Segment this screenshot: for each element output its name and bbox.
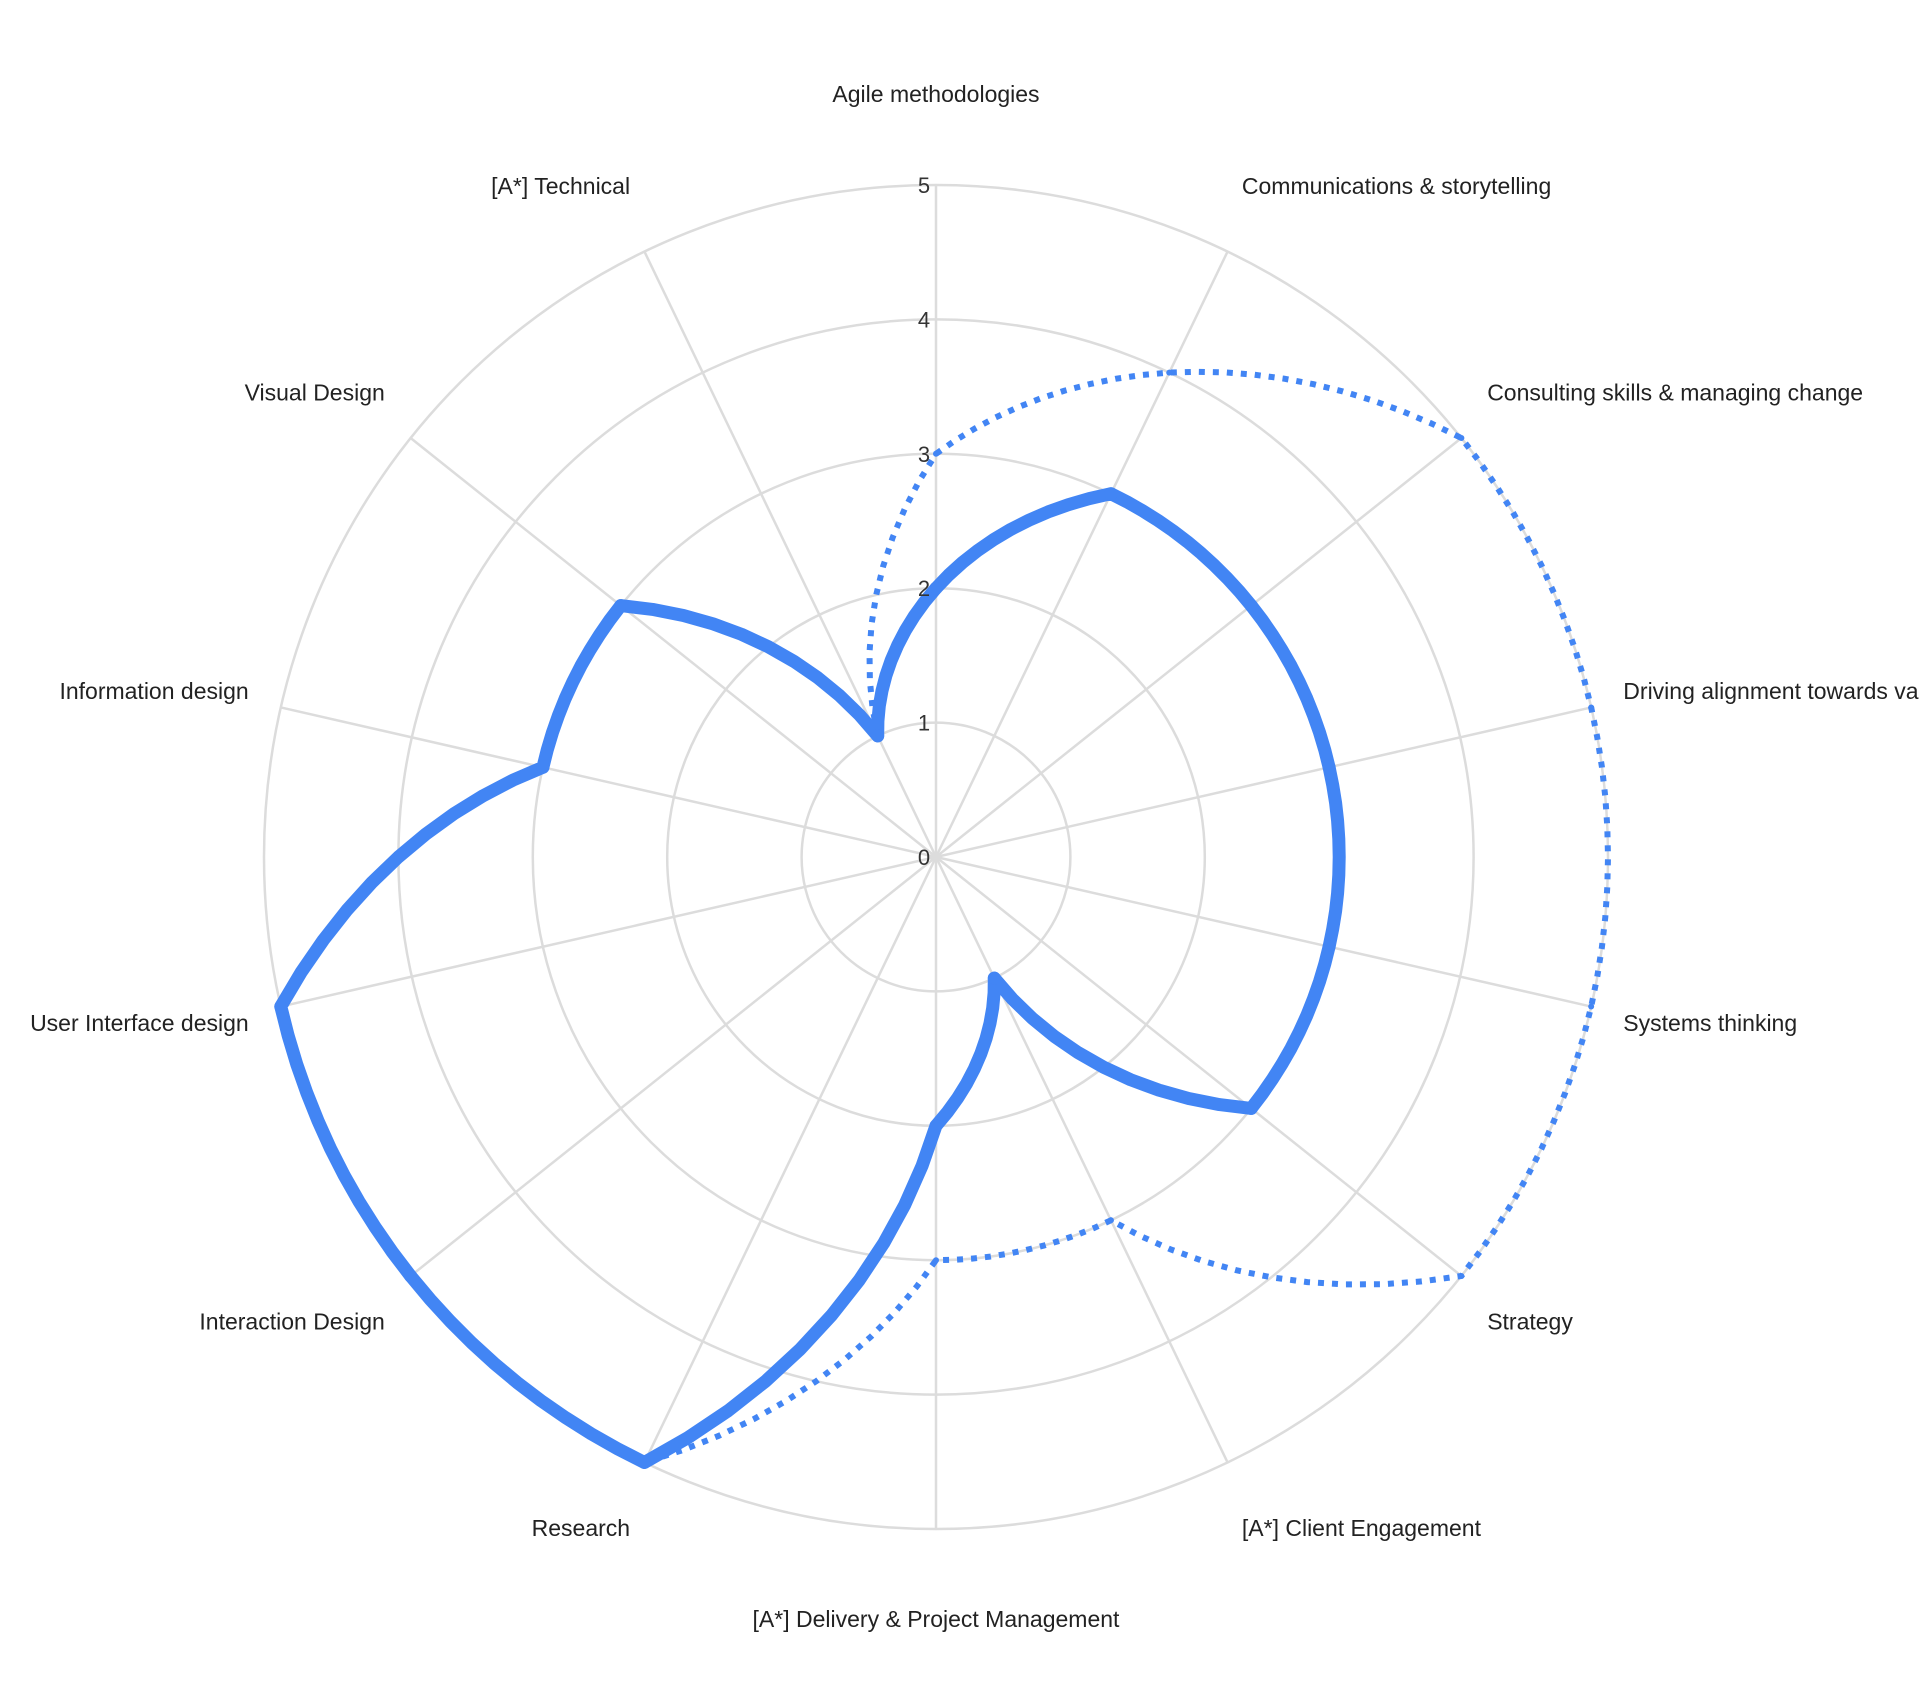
tick-label-4: 4 (918, 307, 930, 332)
axis-labels: Agile methodologies Communications & stor… (30, 81, 1920, 1632)
axis-label-6: [A*] Client Engagement (1242, 1515, 1482, 1541)
series-solid-point-5 (1244, 1101, 1258, 1115)
axis-label-1: Communications & storytelling (1242, 173, 1551, 199)
grid-spoke-9 (409, 856, 937, 1277)
series-solid-point-9 (404, 1269, 418, 1283)
series-solid-point-0 (929, 581, 943, 595)
grid-spoke-10 (280, 855, 937, 1008)
grid-spoke-2 (935, 437, 1463, 858)
axis-label-13: [A*] Technical (491, 173, 630, 199)
grid-spoke-11 (280, 706, 937, 859)
axis-label-11: Information design (59, 678, 248, 704)
axis-label-2: Consulting skills & managing change (1487, 380, 1863, 406)
axis-label-10: User Interface design (30, 1010, 249, 1036)
grid-spoke-3 (935, 706, 1592, 859)
series-dotted-point-2 (1458, 435, 1465, 442)
axis-label-5: Strategy (1487, 1309, 1573, 1335)
series-solid-point-7 (929, 1119, 943, 1133)
series-solid-point-2 (1244, 599, 1258, 613)
tick-label-1: 1 (918, 711, 930, 736)
series-solid-point-6 (987, 971, 1001, 985)
series-solid-point-4 (1322, 940, 1336, 954)
series-solid-point-3 (1322, 760, 1336, 774)
radar-series (274, 368, 1611, 1469)
axis-label-0: Agile methodologies (832, 81, 1039, 107)
series-solid-point-13 (871, 729, 885, 743)
grid-spoke-5 (935, 856, 1463, 1277)
series-solid-point-12 (614, 599, 628, 613)
radial-tick-labels: 0 1 2 3 4 5 (918, 173, 930, 870)
axis-label-9: Interaction Design (199, 1309, 384, 1335)
series-solid-line (274, 487, 1346, 1469)
grid-spoke-1 (934, 251, 1229, 858)
series-dotted-point-0 (933, 450, 939, 457)
series-dotted-point-1 (1166, 369, 1173, 376)
series-dotted-point-5 (1458, 1272, 1465, 1279)
series-dotted-point-7 (933, 1257, 939, 1264)
axis-label-7: [A*] Delivery & Project Management (753, 1606, 1120, 1632)
axis-label-4: Systems thinking (1623, 1010, 1797, 1036)
axis-label-12: Visual Design (245, 380, 385, 406)
series-solid-point-10 (274, 1000, 288, 1014)
series-dotted-point-6 (1107, 1217, 1114, 1224)
radar-grid (262, 183, 1610, 1531)
axis-label-8: Research (532, 1515, 630, 1541)
grid-spoke-8 (643, 856, 938, 1463)
tick-label-0: 0 (918, 845, 930, 870)
tick-label-3: 3 (918, 442, 930, 467)
series-solid-point-11 (536, 760, 550, 774)
tick-label-2: 2 (918, 576, 930, 601)
grid-spoke-4 (935, 855, 1592, 1008)
series-dotted-line (277, 368, 1611, 1466)
axis-label-3: Driving alignment towards value (1623, 678, 1920, 704)
series-solid-point-1 (1104, 487, 1118, 501)
grid-spoke-6 (934, 856, 1229, 1463)
tick-label-5: 5 (918, 173, 930, 198)
series-dotted-point-3 (1588, 704, 1595, 711)
grid-spoke-12 (409, 437, 937, 858)
series-solid-point-8 (637, 1455, 651, 1469)
series-dotted-point-4 (1588, 1003, 1595, 1010)
grid-spoke-13 (643, 251, 938, 858)
